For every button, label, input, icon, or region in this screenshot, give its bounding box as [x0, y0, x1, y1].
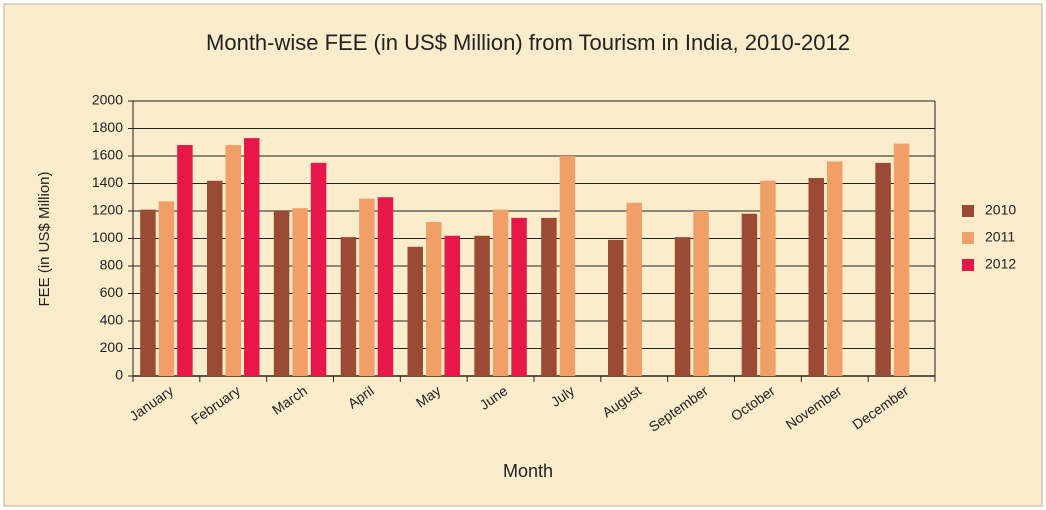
bar	[541, 217, 557, 376]
bar	[244, 138, 260, 376]
x-axis-title: Month	[503, 461, 553, 481]
y-axis-title: FEE (in US$ Million)	[36, 171, 53, 306]
legend-swatch	[962, 232, 974, 244]
y-tick-label: 1800	[92, 119, 123, 135]
bar	[359, 198, 375, 376]
y-tick-label: 2000	[92, 92, 123, 108]
bar	[225, 145, 241, 376]
bar	[310, 162, 327, 376]
y-tick-label: 400	[100, 312, 124, 328]
bar	[492, 209, 509, 376]
bar	[207, 180, 223, 376]
bar	[626, 202, 642, 376]
legend-label: 2011	[985, 229, 1015, 245]
bar	[674, 237, 691, 376]
legend-swatch	[962, 205, 974, 217]
y-tick-label: 800	[100, 257, 124, 273]
bar	[474, 235, 490, 376]
y-tick-label: 1600	[92, 147, 123, 163]
chart-title: Month-wise FEE (in US$ Million) from Tou…	[206, 30, 850, 55]
legend-label: 2010	[985, 202, 1016, 218]
bar	[407, 246, 423, 376]
bar	[827, 161, 843, 376]
bar	[760, 180, 776, 376]
y-tick-label: 1400	[92, 174, 123, 190]
bar	[377, 197, 394, 376]
bar	[875, 162, 891, 376]
y-tick-label: 1200	[92, 202, 123, 218]
bar	[340, 237, 357, 376]
bar	[741, 213, 758, 376]
bar	[511, 217, 527, 376]
y-tick-label: 200	[100, 339, 124, 355]
bar	[808, 178, 824, 376]
bar	[559, 156, 576, 376]
bar	[140, 209, 156, 376]
bar	[177, 145, 193, 376]
y-tick-label: 1000	[92, 229, 123, 245]
bar	[444, 235, 460, 376]
y-tick-label: 0	[115, 367, 123, 383]
bar	[273, 211, 290, 376]
bar	[292, 208, 308, 376]
legend-label: 2012	[985, 256, 1016, 272]
bar	[893, 143, 910, 376]
y-tick-label: 600	[100, 284, 124, 300]
legend-swatch	[962, 259, 974, 271]
bar	[693, 211, 709, 376]
bar	[158, 201, 175, 376]
bar	[426, 222, 442, 376]
bar	[608, 239, 624, 376]
